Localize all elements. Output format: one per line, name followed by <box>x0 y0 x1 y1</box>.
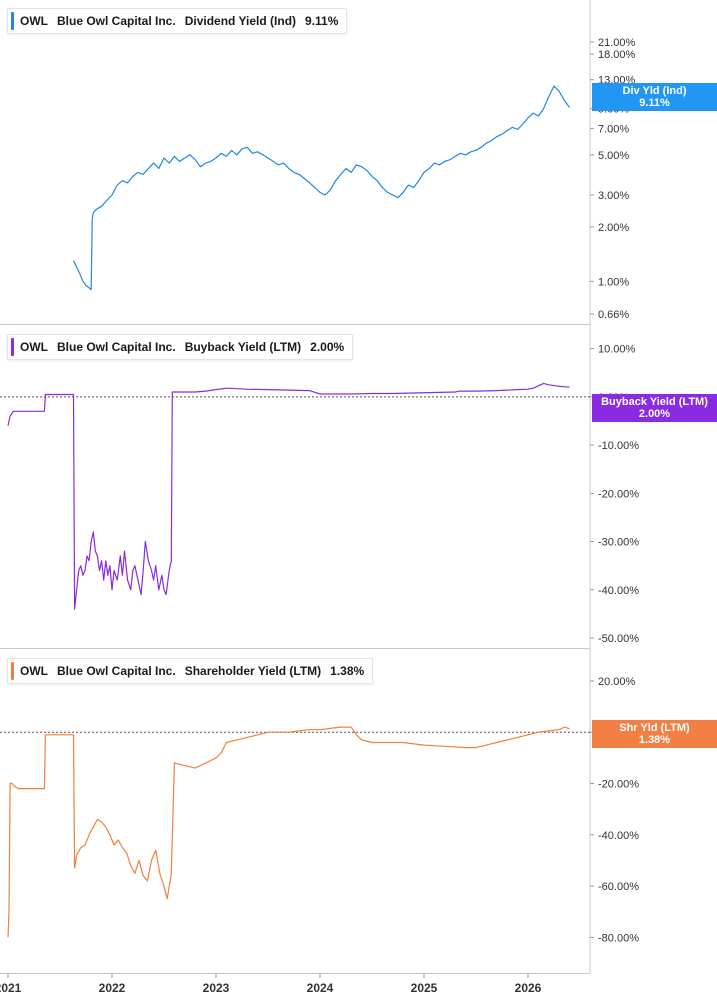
x-tick-label: 2023 <box>203 981 230 995</box>
badge-shareholder-label: Shr Yld (LTM) <box>619 722 690 734</box>
y-tick-label-2: 20.00% <box>598 676 636 688</box>
y-tick-label-1: -40.00% <box>598 585 639 597</box>
badge-buyback-label: Buyback Yield (LTM) <box>601 396 708 408</box>
badge-dividend-value: 9.11% <box>639 97 670 109</box>
legend-buyback-company: Blue Owl Capital Inc. <box>57 340 176 354</box>
y-tick-label-0: 5.00% <box>598 150 629 162</box>
badge-buyback: Buyback Yield (LTM) 2.00% <box>592 394 717 422</box>
legend-dividend: OWL Blue Owl Capital Inc. Dividend Yield… <box>7 8 348 34</box>
legend-dividend-company: Blue Owl Capital Inc. <box>57 14 176 28</box>
y-tick-label-2: -40.00% <box>598 830 639 842</box>
legend-dividend-value: 9.11% <box>305 14 339 28</box>
legend-dividend-ticker: OWL <box>20 14 48 28</box>
series-line-2 <box>7 726 570 938</box>
y-tick-label-2: -80.00% <box>598 932 639 944</box>
badge-dividend: Div Yld (Ind) 9.11% <box>592 83 717 111</box>
y-tick-label-0: 21.00% <box>598 37 636 49</box>
badge-dividend-label: Div Yld (Ind) <box>622 85 687 97</box>
x-tick-label: 2026 <box>515 981 542 995</box>
y-tick-label-1: 10.00% <box>598 344 636 356</box>
y-tick-label-1: -50.00% <box>598 633 639 645</box>
x-tick-label: 2025 <box>411 981 438 995</box>
legend-dividend-metric: Dividend Yield (Ind) <box>184 14 297 28</box>
legend-shareholder-value: 1.38% <box>330 664 365 678</box>
y-tick-label-0: 2.00% <box>598 222 629 234</box>
legend-buyback-value: 2.00% <box>310 340 345 354</box>
y-tick-label-0: 0.66% <box>598 309 629 321</box>
series-line-0 <box>72 85 571 291</box>
legend-buyback-ticker: OWL <box>20 340 48 354</box>
x-tick-label: 2021 <box>0 981 22 995</box>
legend-buyback-swatch <box>11 338 14 356</box>
series-line-1 <box>7 382 570 610</box>
legend-shareholder-swatch <box>11 662 14 680</box>
legend-dividend-swatch <box>11 12 14 30</box>
x-tick-label: 2022 <box>99 981 126 995</box>
y-tick-label-0: 3.00% <box>598 190 629 202</box>
y-tick-label-0: 7.00% <box>598 123 629 135</box>
legend-buyback-metric: Buyback Yield (LTM) <box>184 340 302 354</box>
x-tick-label: 2024 <box>307 981 334 995</box>
legend-shareholder: OWL Blue Owl Capital Inc. Shareholder Yi… <box>7 658 374 684</box>
y-tick-label-2: -60.00% <box>598 881 639 893</box>
y-tick-label-0: 18.00% <box>598 49 636 61</box>
legend-shareholder-company: Blue Owl Capital Inc. <box>57 664 176 678</box>
legend-shareholder-metric: Shareholder Yield (LTM) <box>184 664 322 678</box>
y-tick-label-2: -20.00% <box>598 779 639 791</box>
legend-buyback: OWL Blue Owl Capital Inc. Buyback Yield … <box>7 334 354 360</box>
badge-shareholder-value: 1.38% <box>638 734 671 746</box>
badge-buyback-value: 2.00% <box>638 408 671 420</box>
y-tick-label-1: -20.00% <box>598 488 639 500</box>
badge-shareholder: Shr Yld (LTM) 1.38% <box>592 720 717 748</box>
y-tick-label-1: -10.00% <box>598 440 639 452</box>
y-tick-label-0: 1.00% <box>598 276 629 288</box>
y-tick-label-1: -30.00% <box>598 537 639 549</box>
legend-shareholder-ticker: OWL <box>20 664 48 678</box>
